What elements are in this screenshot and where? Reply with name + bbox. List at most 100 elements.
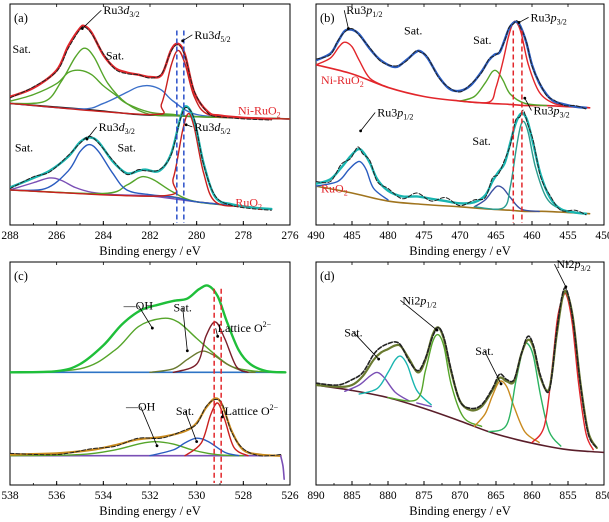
x-tick-label: 480 xyxy=(379,230,397,242)
series--oh xyxy=(10,440,245,457)
series-satellite xyxy=(10,177,245,208)
annotation-sup: Lattice O2− xyxy=(218,320,272,335)
panel-a: 288 286 284 282 280 278 276 Binding energy / eV… xyxy=(1,3,299,258)
x-tick-label: 534 xyxy=(95,490,113,502)
annotation-arrow-head xyxy=(220,415,224,419)
x-tick-label: 475 xyxy=(415,230,433,242)
annotation-arrow xyxy=(82,9,102,29)
x-axis-label: Binding energy / eV xyxy=(99,244,201,258)
x-tick-label: 855 xyxy=(559,490,577,502)
annotation-peak: Ru3d3/2 xyxy=(103,3,139,19)
panel-label: (d) xyxy=(320,269,335,283)
annotation-plain: Sat. xyxy=(176,404,194,418)
series-ni2p3-2 xyxy=(488,341,562,447)
annotation-arrow xyxy=(182,34,193,42)
x-tick-label: 288 xyxy=(1,230,19,242)
annotation-peak: Ru3d5/2 xyxy=(194,120,230,136)
series-ru3p1-2 xyxy=(316,41,389,89)
annotation-plain: Sat. xyxy=(106,48,124,62)
series-ni2p1-2 xyxy=(387,333,483,428)
annotation-arrow-head xyxy=(155,444,159,448)
x-tick-label: 280 xyxy=(188,230,206,242)
annotation-arrow-head xyxy=(216,334,220,338)
x-tick-label: 530 xyxy=(188,490,206,502)
series-satellite xyxy=(358,355,432,406)
annotation-sample: RuO2 xyxy=(235,196,262,212)
annotation-arrow-head xyxy=(181,39,185,43)
annotation-plain: Sat. xyxy=(15,140,33,154)
series-edge xyxy=(279,454,285,480)
annotation-peak: Ru3p1/2 xyxy=(377,106,413,122)
series-satellite xyxy=(416,402,432,408)
annotation-arrow xyxy=(400,300,438,331)
x-tick-label: 485 xyxy=(343,230,361,242)
annotation-arrow xyxy=(182,307,188,351)
panel-c: 538 536 534 532 530 528 526 Binding energy / eV… xyxy=(1,261,299,518)
annotation-arrow-head xyxy=(359,129,363,133)
annotation-arrow-head xyxy=(435,328,439,332)
plot-frame-d xyxy=(315,261,605,486)
x-tick-label: 538 xyxy=(1,490,19,502)
annotation-sample: Ni-RuO2 xyxy=(238,104,281,120)
annotation-sample: Ni-RuO2 xyxy=(321,73,364,89)
annotation-arrow-head xyxy=(85,137,89,141)
series-satellite xyxy=(10,84,290,120)
series-group xyxy=(10,24,290,211)
annotation-arrow-head xyxy=(150,326,154,330)
x-tick-label: 490 xyxy=(307,230,325,242)
annotation-peak: Ru3p1/2 xyxy=(346,3,382,19)
series-baseline xyxy=(316,384,604,454)
annotation-plain: Sat. xyxy=(117,140,135,154)
x-tick-label: 865 xyxy=(487,490,505,502)
annotation-peak: Ru3d3/2 xyxy=(99,120,135,136)
series-measured xyxy=(10,398,282,457)
annotation-sample: RuO2 xyxy=(321,181,348,197)
series-group xyxy=(316,286,604,454)
series-measured xyxy=(316,20,587,110)
annotation-arrow xyxy=(554,264,567,287)
x-axis-label: Binding energy / eV xyxy=(409,244,511,258)
x-axis-label: Binding energy / eV xyxy=(99,504,201,518)
x-tick-label: 860 xyxy=(523,490,541,502)
annotation-peak: Ni2p3/2 xyxy=(556,257,590,273)
series-satellite xyxy=(473,380,540,444)
x-tick-label: 526 xyxy=(281,490,299,502)
x-tick-label: 850 xyxy=(595,490,609,502)
series-measured xyxy=(10,107,272,211)
series-satellite xyxy=(10,175,245,208)
series-satellite xyxy=(459,69,548,107)
annotation-peak: Ni2p1/2 xyxy=(402,293,436,309)
series-satellite xyxy=(149,437,240,457)
series-ru3p3-2 xyxy=(473,120,584,215)
series-envelope xyxy=(10,284,287,374)
x-tick-label: 536 xyxy=(48,490,66,502)
series-envelope xyxy=(316,289,598,449)
annotation-arrow xyxy=(184,410,198,442)
series-ru3d3-2 xyxy=(10,47,290,120)
series-measured xyxy=(10,26,272,121)
series-measured xyxy=(316,286,598,449)
x-tick-label: 278 xyxy=(235,230,253,242)
x-tick-label: 286 xyxy=(48,230,66,242)
annotation-plain: Sat. xyxy=(475,344,493,358)
x-tick-label: 875 xyxy=(415,490,433,502)
x-tick-label: 532 xyxy=(141,490,159,502)
annotation-plain: Sat. xyxy=(473,33,491,47)
series-ru3p1-2 xyxy=(316,160,389,201)
annotation-arrow xyxy=(360,112,376,132)
x-tick-label: 460 xyxy=(523,230,541,242)
annotation-arrow-head xyxy=(347,27,350,30)
x-tick-label: 870 xyxy=(451,490,469,502)
x-tick-label: 284 xyxy=(95,230,113,242)
panel-label: (a) xyxy=(14,11,28,25)
x-tick-label: 450 xyxy=(595,230,609,242)
x-tick-label: 276 xyxy=(281,230,299,242)
annotation-peak: Ru3p3/2 xyxy=(531,10,567,26)
annotation-plain: Sat. xyxy=(12,42,30,56)
x-tick-label: 465 xyxy=(487,230,505,242)
series-lattice xyxy=(172,321,249,374)
annotation-arrow-head xyxy=(517,21,521,24)
annotation-peak: Ru3p3/2 xyxy=(533,104,569,120)
annotation-arrow xyxy=(140,406,158,446)
